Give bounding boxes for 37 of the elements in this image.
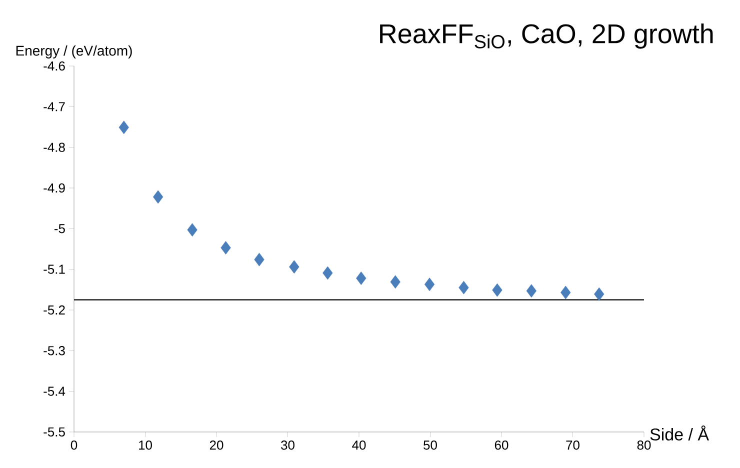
point <box>424 278 435 292</box>
y-tick-label: -4.9 <box>44 183 65 193</box>
point <box>458 280 469 294</box>
point <box>594 287 604 301</box>
y-tick-label: -4.8 <box>44 142 65 152</box>
x-tick-label: 40 <box>352 440 366 450</box>
point <box>118 120 129 134</box>
y-tick-label: -4.6 <box>44 61 65 71</box>
point <box>187 223 198 237</box>
point <box>560 286 571 300</box>
y-tick-label: -5.3 <box>44 346 65 356</box>
point <box>526 284 536 298</box>
x-tick-label: 80 <box>637 440 651 450</box>
point <box>220 241 231 254</box>
point <box>289 260 300 274</box>
y-tick-label: -5.5 <box>44 427 65 437</box>
point <box>492 283 502 297</box>
y-tick-label: -5.1 <box>44 264 65 274</box>
y-tick-label: -5.4 <box>44 386 66 396</box>
y-tick-label: -4.7 <box>44 102 65 112</box>
point <box>153 190 164 204</box>
x-tick-label: 50 <box>424 440 437 450</box>
point <box>390 275 400 289</box>
x-tick-label: 60 <box>494 440 508 450</box>
y-axis-title: Energy / (eV/atom) <box>16 45 132 58</box>
x-tick-label: 70 <box>566 440 580 450</box>
x-tick-label: 30 <box>281 440 294 450</box>
point <box>356 272 366 285</box>
y-tick-label: -5.2 <box>44 305 65 315</box>
x-axis-title: Side / Å <box>650 425 710 440</box>
point <box>254 252 264 266</box>
point <box>322 266 333 280</box>
x-tick-label: 20 <box>210 440 224 450</box>
y-tick-label: -5 <box>54 224 65 234</box>
x-tick-label: 0 <box>70 440 78 450</box>
x-tick-label: 10 <box>139 440 152 450</box>
chart-title: ReaxFF$_{SiO}$, CaO, 2D growth <box>380 24 713 49</box>
